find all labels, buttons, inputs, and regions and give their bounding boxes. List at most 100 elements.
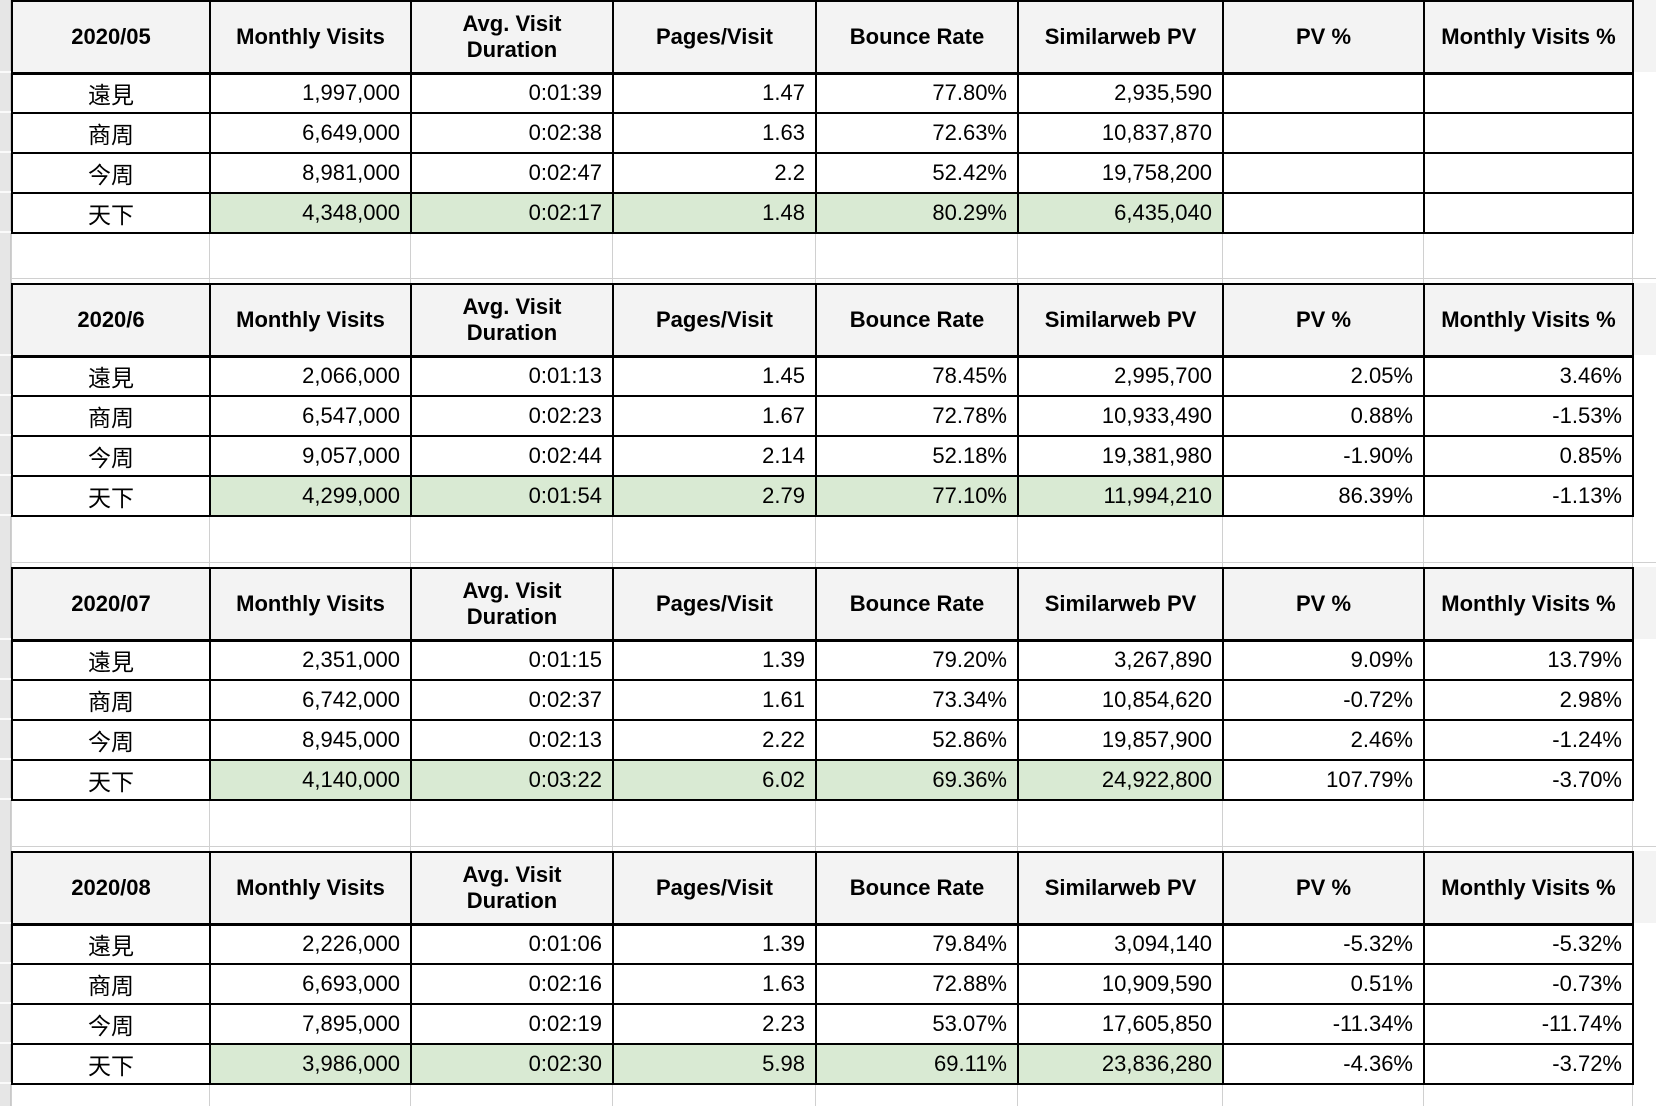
column-header-pages-visit[interactable]: Pages/Visit	[612, 567, 817, 642]
value-cell[interactable]: 0:02:23	[410, 395, 614, 437]
value-cell[interactable]: 2.05%	[1222, 355, 1425, 397]
column-header-bounce-rate[interactable]: Bounce Rate	[815, 283, 1019, 358]
value-cell[interactable]: -0.72%	[1222, 679, 1425, 721]
site-label-cell[interactable]: 今周	[11, 1003, 211, 1045]
month-header-cell[interactable]: 2020/05	[11, 0, 211, 75]
site-label-cell[interactable]: 今周	[11, 435, 211, 477]
value-cell[interactable]: 17,605,850	[1017, 1003, 1224, 1045]
value-cell[interactable]: 2.14	[612, 435, 817, 477]
value-cell[interactable]: 2.98%	[1423, 679, 1634, 721]
column-header-monthly-visits[interactable]: Monthly Visits	[209, 283, 412, 358]
value-cell[interactable]: 0:02:30	[410, 1043, 614, 1085]
value-cell[interactable]: 86.39%	[1222, 475, 1425, 517]
column-header-bounce-rate[interactable]: Bounce Rate	[815, 567, 1019, 642]
value-cell[interactable]: 10,909,590	[1017, 963, 1224, 1005]
site-label-cell[interactable]: 天下	[11, 475, 211, 517]
value-cell[interactable]: 3,267,890	[1017, 639, 1224, 681]
value-cell[interactable]: 2.22	[612, 719, 817, 761]
value-cell[interactable]: 80.29%	[815, 192, 1019, 234]
value-cell[interactable]: 0:02:37	[410, 679, 614, 721]
value-cell[interactable]: 0.51%	[1222, 963, 1425, 1005]
value-cell[interactable]	[1423, 112, 1634, 154]
value-cell[interactable]: 19,857,900	[1017, 719, 1224, 761]
value-cell[interactable]: 0:02:13	[410, 719, 614, 761]
site-label-cell[interactable]: 遠見	[11, 639, 211, 681]
value-cell[interactable]: 6,547,000	[209, 395, 412, 437]
value-cell[interactable]: 2.79	[612, 475, 817, 517]
site-label-cell[interactable]: 今周	[11, 719, 211, 761]
value-cell[interactable]: 19,758,200	[1017, 152, 1224, 194]
column-header-avg-visit-duration[interactable]: Avg. Visit Duration	[410, 283, 614, 358]
value-cell[interactable]: 4,299,000	[209, 475, 412, 517]
value-cell[interactable]: 6,649,000	[209, 112, 412, 154]
value-cell[interactable]: 0:03:22	[410, 759, 614, 801]
value-cell[interactable]: 0:01:39	[410, 72, 614, 114]
value-cell[interactable]: 77.80%	[815, 72, 1019, 114]
value-cell[interactable]: 3,986,000	[209, 1043, 412, 1085]
value-cell[interactable]: 2.2	[612, 152, 817, 194]
value-cell[interactable]: 1.45	[612, 355, 817, 397]
value-cell[interactable]: 2,066,000	[209, 355, 412, 397]
value-cell[interactable]	[1423, 192, 1634, 234]
site-label-cell[interactable]: 商周	[11, 112, 211, 154]
value-cell[interactable]: -4.36%	[1222, 1043, 1425, 1085]
column-header-monthly-visits[interactable]: Monthly Visits %	[1423, 283, 1634, 358]
column-header-bounce-rate[interactable]: Bounce Rate	[815, 0, 1019, 75]
column-header-pv[interactable]: PV %	[1222, 283, 1425, 358]
value-cell[interactable]: 0:01:54	[410, 475, 614, 517]
site-label-cell[interactable]: 遠見	[11, 923, 211, 965]
value-cell[interactable]: -1.13%	[1423, 475, 1634, 517]
value-cell[interactable]: 0:02:19	[410, 1003, 614, 1045]
value-cell[interactable]: -1.90%	[1222, 435, 1425, 477]
value-cell[interactable]: 1.39	[612, 639, 817, 681]
value-cell[interactable]: 1.63	[612, 963, 817, 1005]
value-cell[interactable]: 2,351,000	[209, 639, 412, 681]
value-cell[interactable]: 79.84%	[815, 923, 1019, 965]
value-cell[interactable]: 1.39	[612, 923, 817, 965]
value-cell[interactable]: 52.42%	[815, 152, 1019, 194]
value-cell[interactable]: 24,922,800	[1017, 759, 1224, 801]
column-header-pv[interactable]: PV %	[1222, 567, 1425, 642]
column-header-avg-visit-duration[interactable]: Avg. Visit Duration	[410, 851, 614, 926]
value-cell[interactable]	[1423, 72, 1634, 114]
value-cell[interactable]: 19,381,980	[1017, 435, 1224, 477]
value-cell[interactable]: 10,854,620	[1017, 679, 1224, 721]
value-cell[interactable]: 1.47	[612, 72, 817, 114]
column-header-avg-visit-duration[interactable]: Avg. Visit Duration	[410, 567, 614, 642]
value-cell[interactable]: 78.45%	[815, 355, 1019, 397]
column-header-pages-visit[interactable]: Pages/Visit	[612, 283, 817, 358]
value-cell[interactable]: 72.63%	[815, 112, 1019, 154]
value-cell[interactable]: 6,693,000	[209, 963, 412, 1005]
value-cell[interactable]: 7,895,000	[209, 1003, 412, 1045]
site-label-cell[interactable]: 天下	[11, 1043, 211, 1085]
site-label-cell[interactable]: 商周	[11, 679, 211, 721]
value-cell[interactable]: 4,140,000	[209, 759, 412, 801]
value-cell[interactable]: 8,981,000	[209, 152, 412, 194]
value-cell[interactable]	[1423, 152, 1634, 194]
value-cell[interactable]: -11.74%	[1423, 1003, 1634, 1045]
value-cell[interactable]: 0:02:38	[410, 112, 614, 154]
value-cell[interactable]: -3.70%	[1423, 759, 1634, 801]
site-label-cell[interactable]: 今周	[11, 152, 211, 194]
value-cell[interactable]: 5.98	[612, 1043, 817, 1085]
value-cell[interactable]: -1.24%	[1423, 719, 1634, 761]
value-cell[interactable]: 69.11%	[815, 1043, 1019, 1085]
value-cell[interactable]: 0:01:06	[410, 923, 614, 965]
value-cell[interactable]	[1222, 152, 1425, 194]
value-cell[interactable]: 107.79%	[1222, 759, 1425, 801]
column-header-pages-visit[interactable]: Pages/Visit	[612, 0, 817, 75]
value-cell[interactable]: 53.07%	[815, 1003, 1019, 1045]
value-cell[interactable]: 72.78%	[815, 395, 1019, 437]
value-cell[interactable]: 6,435,040	[1017, 192, 1224, 234]
month-header-cell[interactable]: 2020/08	[11, 851, 211, 926]
value-cell[interactable]: 0.88%	[1222, 395, 1425, 437]
value-cell[interactable]: 23,836,280	[1017, 1043, 1224, 1085]
value-cell[interactable]: 2.23	[612, 1003, 817, 1045]
value-cell[interactable]: 9,057,000	[209, 435, 412, 477]
value-cell[interactable]: 3.46%	[1423, 355, 1634, 397]
value-cell[interactable]: 11,994,210	[1017, 475, 1224, 517]
value-cell[interactable]: 13.79%	[1423, 639, 1634, 681]
site-label-cell[interactable]: 商周	[11, 963, 211, 1005]
column-header-monthly-visits[interactable]: Monthly Visits	[209, 0, 412, 75]
column-header-similarweb-pv[interactable]: Similarweb PV	[1017, 851, 1224, 926]
